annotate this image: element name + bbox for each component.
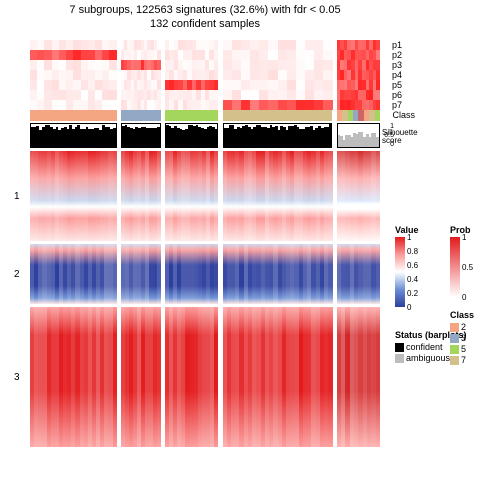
title-line2: 132 confident samples [30,18,380,30]
legend-class: Class 2357 [450,310,474,366]
title-line1: 7 subgroups, 122563 signatures (32.6%) w… [30,4,380,16]
class-bar: Class [30,110,380,121]
probability-tracks: p1p2p3p4p5p6p7 [30,40,380,110]
main-plot: p1p2p3p4p5p6p7 Class Silhouette score10.… [30,40,380,447]
legend-prob: Prob 10.50 [450,225,471,297]
legend-value: Value 10.80.60.40.20 [395,225,419,307]
silhouette-panel: Silhouette score10.50 [30,123,380,148]
heatmap: 123 [30,151,380,447]
